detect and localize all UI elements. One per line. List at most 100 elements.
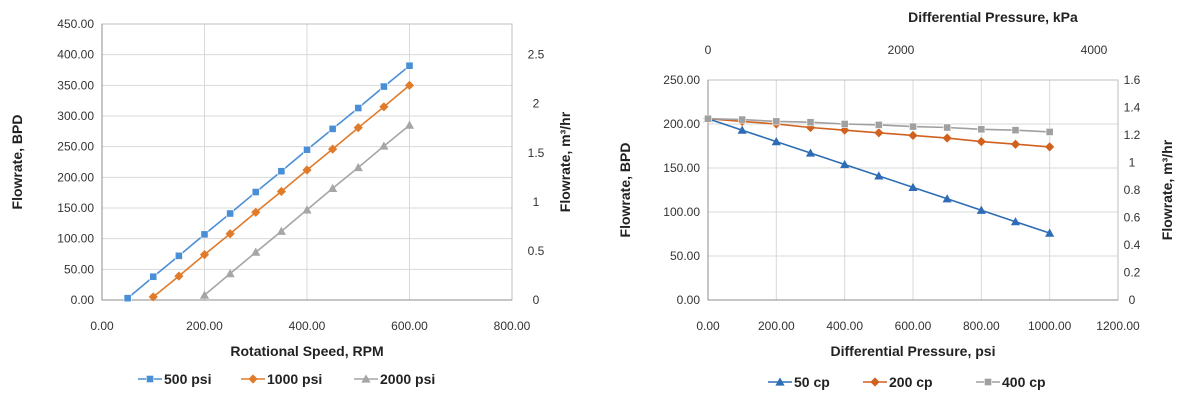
y-tick-label: 50.00 xyxy=(64,262,94,276)
y-axis-title: Flowrate, BPD xyxy=(617,143,633,238)
data-point xyxy=(199,290,210,299)
x-tick-label: 1000.00 xyxy=(1028,319,1072,333)
y-tick-label: 50.00 xyxy=(670,249,700,263)
data-point xyxy=(354,104,363,112)
data-point xyxy=(251,188,260,196)
data-point xyxy=(806,118,815,127)
y2-tick-label: 2.5 xyxy=(528,48,545,62)
y2-tick-label: 2 xyxy=(533,97,540,111)
data-point xyxy=(908,182,918,191)
legend-label: 400 cp xyxy=(1002,374,1046,390)
y2-tick-label: 0.2 xyxy=(1124,266,1141,280)
x-tick-label: 400.00 xyxy=(289,319,326,333)
data-point xyxy=(405,61,414,70)
y2-axis-title: Flowrate, m³/hr xyxy=(1159,139,1175,240)
x-axis-title: Differential Pressure, psi xyxy=(831,343,996,359)
data-point xyxy=(1010,139,1021,149)
data-point xyxy=(1011,126,1020,135)
x-tick-label: 400.00 xyxy=(826,319,863,333)
data-point xyxy=(909,122,917,131)
data-point xyxy=(908,130,918,141)
data-point xyxy=(379,82,388,91)
data-point xyxy=(379,141,389,150)
y-tick-label: 350.00 xyxy=(57,78,94,92)
data-point xyxy=(976,205,986,214)
y-tick-label: 150.00 xyxy=(57,201,94,215)
data-point xyxy=(1010,217,1021,226)
data-point xyxy=(328,124,337,133)
data-point xyxy=(276,186,286,197)
chart-differential-pressure: 0.00 50.00 100.00 150.00 200.00 250.00 0.00 200… xyxy=(617,9,1175,390)
y-tick-label: 400.00 xyxy=(57,48,94,62)
y2-tick-label: 1 xyxy=(533,195,540,209)
data-point xyxy=(404,80,415,90)
legend-marker xyxy=(984,378,992,386)
data-point xyxy=(805,148,816,157)
data-point xyxy=(149,272,158,281)
legend-marker xyxy=(146,375,154,383)
y-tick-label: 200.00 xyxy=(57,170,94,184)
legend-label: 50 cp xyxy=(794,374,830,390)
x-tick-label: 1200.00 xyxy=(1096,319,1140,333)
data-point xyxy=(772,117,781,126)
x2-tick-label: 0 xyxy=(705,43,712,57)
y-tick-label: 100.00 xyxy=(57,232,94,246)
x-tick-label: 200.00 xyxy=(758,319,795,333)
data-point xyxy=(353,162,363,172)
data-point xyxy=(704,114,712,123)
data-point xyxy=(226,209,235,218)
x-tick-label: 800.00 xyxy=(494,319,531,333)
data-point xyxy=(840,159,850,169)
data-point xyxy=(942,194,952,203)
data-point xyxy=(302,165,312,175)
y2-tick-label: 1.5 xyxy=(528,146,545,160)
y2-tick-label: 1.2 xyxy=(1124,128,1141,142)
y-tick-label: 450.00 xyxy=(57,17,94,31)
y2-tick-label: 1.4 xyxy=(1124,101,1141,115)
data-point xyxy=(328,183,338,192)
data-point xyxy=(123,294,132,303)
data-point xyxy=(148,292,158,302)
data-point xyxy=(943,123,952,132)
y2-tick-label: 0.6 xyxy=(1124,211,1141,225)
y2-tick-label: 0.4 xyxy=(1124,238,1141,252)
data-point xyxy=(942,133,952,143)
x-tick-label: 200.00 xyxy=(186,319,223,333)
x2-tick-label: 2000 xyxy=(888,43,915,57)
data-point xyxy=(225,269,235,278)
y-tick-label: 250.00 xyxy=(663,73,700,87)
y-tick-label: 300.00 xyxy=(57,109,94,123)
x2-tick-label: 4000 xyxy=(1081,43,1108,57)
series-line-500-psi xyxy=(127,65,411,299)
legend-marker xyxy=(248,374,258,384)
data-point xyxy=(225,229,235,239)
y-tick-label: 200.00 xyxy=(663,117,700,131)
y2-tick-label: 0 xyxy=(1129,293,1136,307)
y-tick-label: 0.00 xyxy=(677,293,701,307)
data-point xyxy=(977,125,986,134)
legend-marker xyxy=(361,374,371,383)
data-point xyxy=(353,123,363,133)
legend-marker xyxy=(870,377,880,387)
legend-label: 2000 psi xyxy=(380,371,435,387)
y2-tick-label: 0.5 xyxy=(528,244,545,258)
data-point xyxy=(328,144,338,154)
data-point xyxy=(174,251,183,260)
data-point xyxy=(200,230,209,239)
legend-label: 200 cp xyxy=(889,374,933,390)
legend-marker xyxy=(775,377,785,386)
legend-label: 1000 psi xyxy=(267,371,322,387)
data-point xyxy=(976,137,986,147)
data-point xyxy=(303,145,311,154)
x2-axis-title: Differential Pressure, kPa xyxy=(908,9,1078,25)
x-tick-label: 0.00 xyxy=(90,319,114,333)
data-point xyxy=(174,271,184,281)
y2-axis-title: Flowrate, m³/hr xyxy=(557,111,573,212)
data-point xyxy=(1045,228,1055,237)
data-point xyxy=(302,205,312,214)
x-tick-label: 600.00 xyxy=(391,319,428,333)
data-point xyxy=(1045,128,1054,136)
data-point xyxy=(251,247,261,256)
data-point xyxy=(379,102,389,112)
chart-rotational-speed: 0.0050.00100.00150.00200.00250.00300.003… xyxy=(9,17,573,387)
